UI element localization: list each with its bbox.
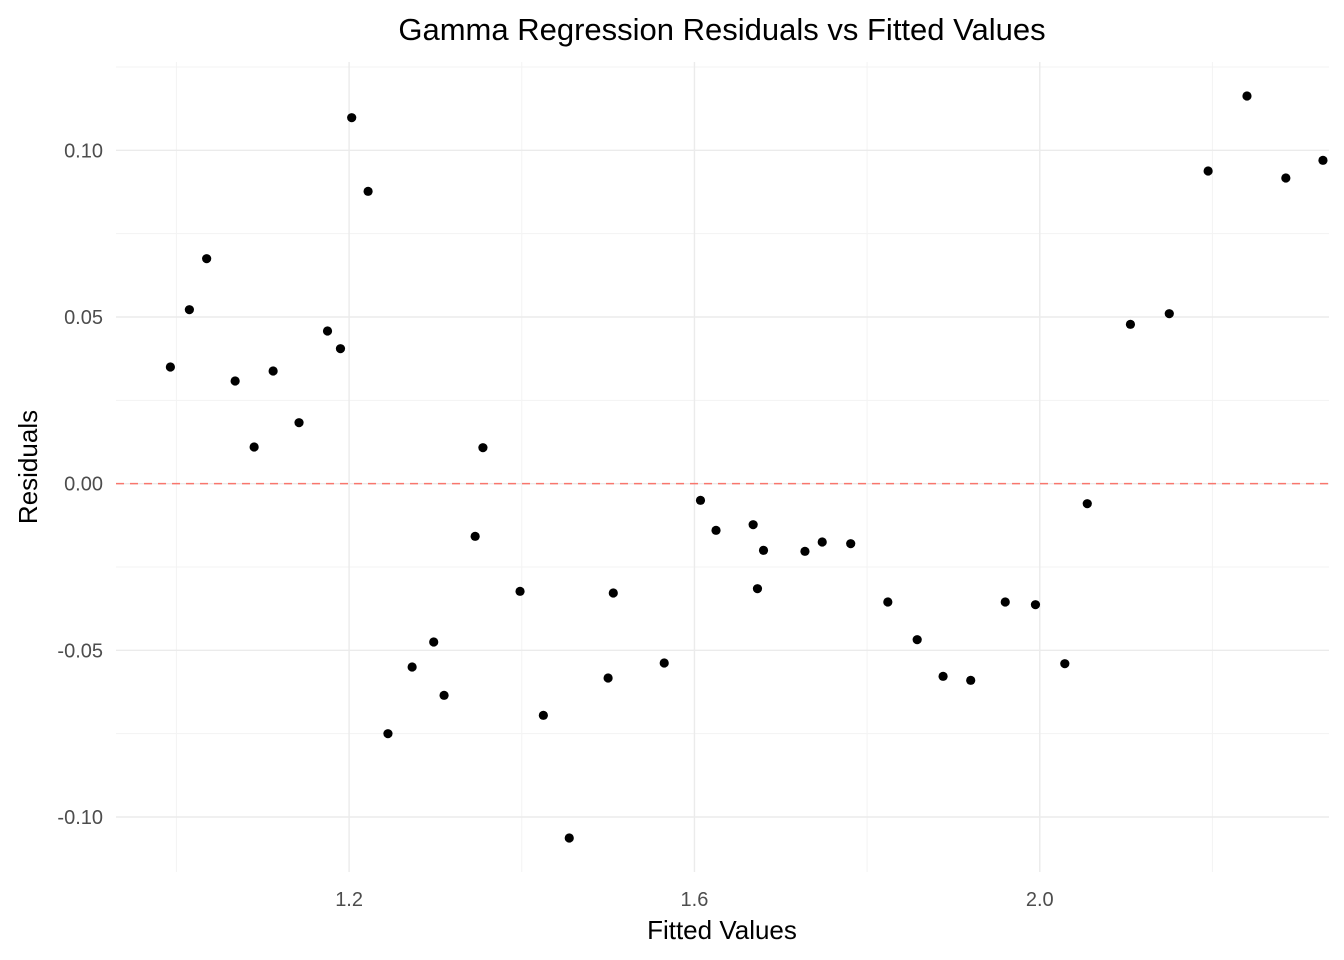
scatter-point [695, 495, 706, 505]
scatter-point [752, 584, 763, 594]
scatter-point [1164, 309, 1174, 319]
scatter-point [230, 376, 240, 386]
y-tick-label: 0.05 [64, 307, 103, 329]
scatter-point [758, 545, 769, 555]
scatter-point [515, 586, 525, 596]
scatter-point [335, 344, 346, 354]
grid-lines [116, 62, 1329, 872]
scatter-point [268, 366, 278, 376]
scatter-point [439, 690, 449, 700]
y-tick-label: -0.10 [57, 807, 103, 829]
scatter-point [538, 710, 548, 720]
scatter-point [407, 662, 417, 672]
scatter-point [966, 675, 976, 685]
scatter-point [1318, 155, 1328, 165]
x-tick-label: 1.6 [681, 889, 709, 911]
scatter-point [1281, 173, 1291, 183]
x-axis-title: Fitted Values [647, 915, 797, 945]
scatter-point [603, 673, 613, 683]
y-tick-label: 0.10 [64, 140, 103, 162]
scatter-point [748, 520, 758, 530]
scatter-point [1000, 597, 1010, 607]
scatter-point [470, 531, 480, 541]
scatter-point [800, 546, 810, 556]
scatter-point [608, 588, 618, 598]
scatter-point [347, 113, 357, 123]
scatter-point [363, 186, 373, 196]
scatter-point [912, 635, 922, 645]
scatter-point [322, 326, 333, 336]
x-tick-label: 2.0 [1026, 889, 1054, 911]
scatter-point [429, 637, 439, 647]
scatter-point [1125, 319, 1136, 329]
scatter-point [883, 597, 893, 607]
scatter-point [383, 729, 393, 739]
scatter-point [165, 362, 175, 372]
x-tick-label: 1.2 [335, 889, 363, 911]
scatter-point [564, 833, 574, 843]
scatter-point [1242, 91, 1252, 101]
scatter-point [249, 442, 259, 452]
scatter-point [202, 254, 212, 264]
chart-title: Gamma Regression Residuals vs Fitted Val… [398, 12, 1045, 47]
data-points [165, 91, 1328, 843]
tick-labels: 1.2 1.6 2.0 -0.10 -0.05 0.00 0.05 0.10 [57, 140, 1053, 911]
scatter-point [184, 305, 194, 315]
scatter-point [478, 443, 488, 453]
scatter-point [1060, 659, 1070, 669]
scatter-point [711, 525, 721, 535]
scatter-point [294, 418, 304, 428]
scatter-point [1030, 600, 1041, 610]
y-tick-label: 0.00 [64, 474, 103, 496]
scatter-point [846, 539, 856, 549]
scatter-point [938, 671, 948, 681]
y-tick-label: -0.05 [57, 640, 103, 662]
y-axis-title: Residuals [13, 410, 43, 524]
scatter-point [817, 537, 827, 547]
scatter-point [659, 658, 669, 668]
scatter-point [1082, 499, 1092, 509]
scatter-point [1203, 166, 1213, 176]
